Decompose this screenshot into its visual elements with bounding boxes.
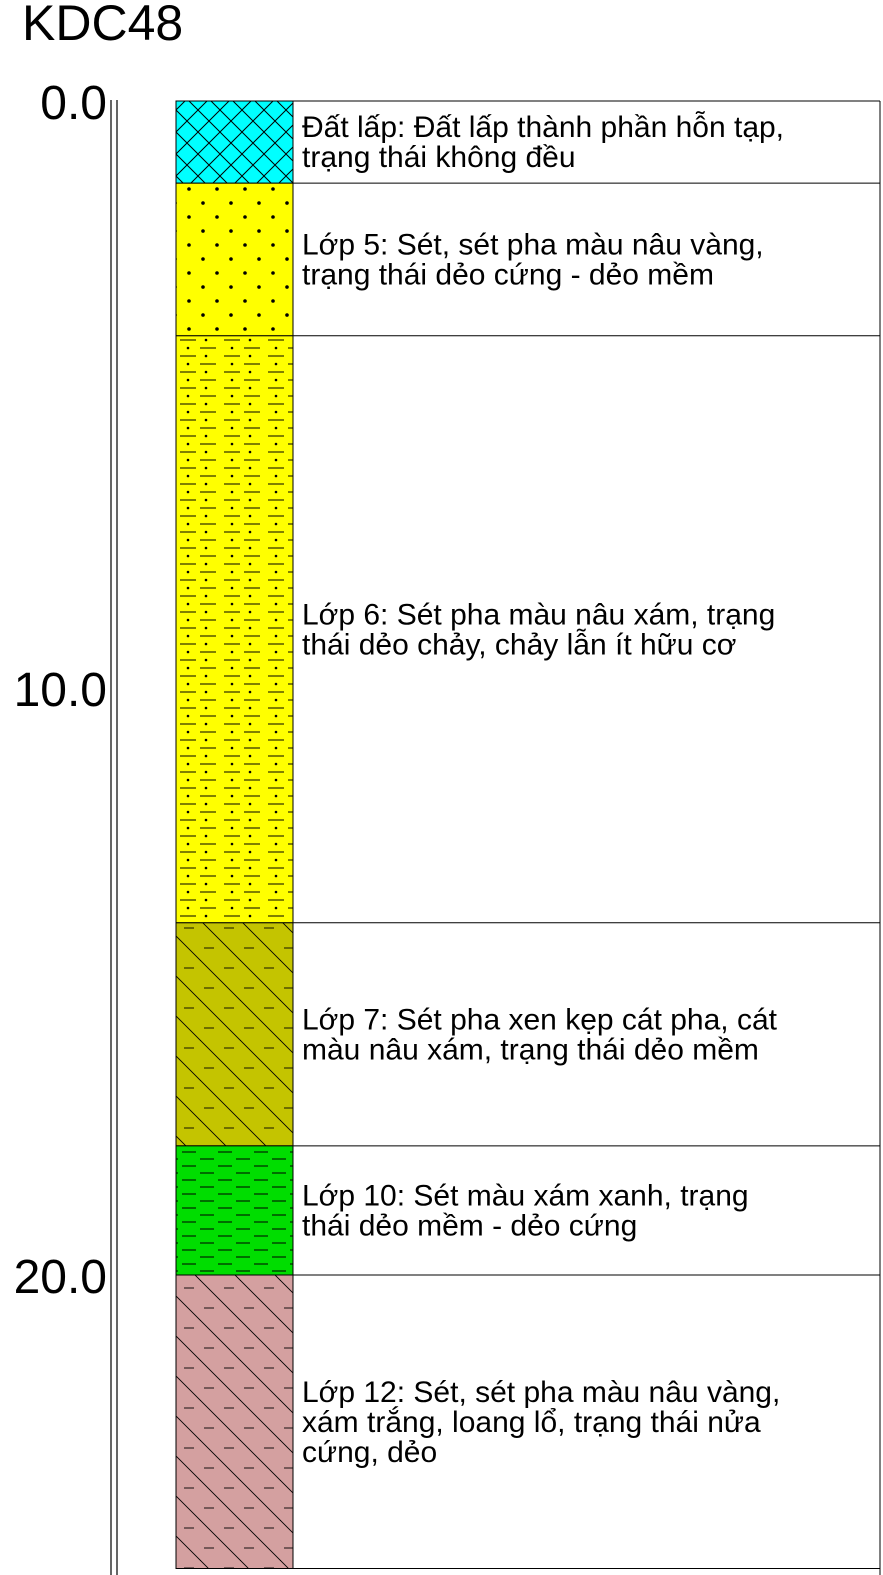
soil-layer: Đất lấp: Đất lấp thành phần hỗn tạp,trạn… — [175, 100, 880, 184]
layer-hatch-pattern — [175, 182, 294, 337]
layer-description-line: thái dẻo mềm - dẻo cứng — [302, 1209, 637, 1242]
layer-description-line: Lớp 7: Sét pha xen kẹp cát pha, cát — [302, 1003, 778, 1036]
layer-description-line: cứng, dẻo — [302, 1436, 437, 1469]
soil-layers: Đất lấp: Đất lấp thành phần hỗn tạp,trạn… — [175, 100, 881, 1575]
layer-description-line: thái dẻo chảy, chảy lẫn ít hữu cơ — [302, 628, 736, 661]
depth-tick-label: 0.0 — [40, 77, 107, 130]
soil-layer: Lớp 5: Sét, sét pha màu nâu vàng,trạng t… — [175, 182, 880, 337]
depth-ticks: 0.0 10.0 20.0 — [14, 77, 107, 1304]
layer-description-line: Lớp 10: Sét màu xám xanh, trạng — [302, 1179, 749, 1212]
layer-hatch-pattern — [175, 1145, 294, 1276]
layer-description-line: Đất lấp: Đất lấp thành phần hỗn tạp, — [302, 111, 784, 144]
layer-description-line: màu nâu xám, trạng thái dẻo mềm — [302, 1033, 759, 1066]
layer-hatch-pattern — [175, 335, 294, 924]
layer-description-line: Lớp 6: Sét pha màu nâu xám, trạng — [302, 598, 775, 631]
soil-layer: Lớp 12: Sét, sét pha màu nâu vàng,xám tr… — [175, 1274, 880, 1569]
layer-description-line: trạng thái dẻo cứng - dẻo mềm — [302, 258, 714, 291]
layer-hatch-pattern — [175, 922, 294, 1147]
layer-hatch-pattern — [175, 1274, 294, 1569]
layer-description-line: Lớp 5: Sét, sét pha màu nâu vàng, — [302, 228, 764, 261]
layer-hatch-pattern — [175, 100, 294, 184]
layer-description-line: trạng thái không đều — [302, 141, 576, 174]
depth-tick-label: 20.0 — [14, 1251, 107, 1304]
layer-description-line: Lớp 12: Sét, sét pha màu nâu vàng, — [302, 1376, 780, 1409]
layer-description-line: xám trắng, loang lổ, trạng thái nửa — [302, 1406, 761, 1439]
borehole-title: KDC48 — [22, 0, 183, 51]
depth-tick-label: 10.0 — [14, 664, 107, 717]
